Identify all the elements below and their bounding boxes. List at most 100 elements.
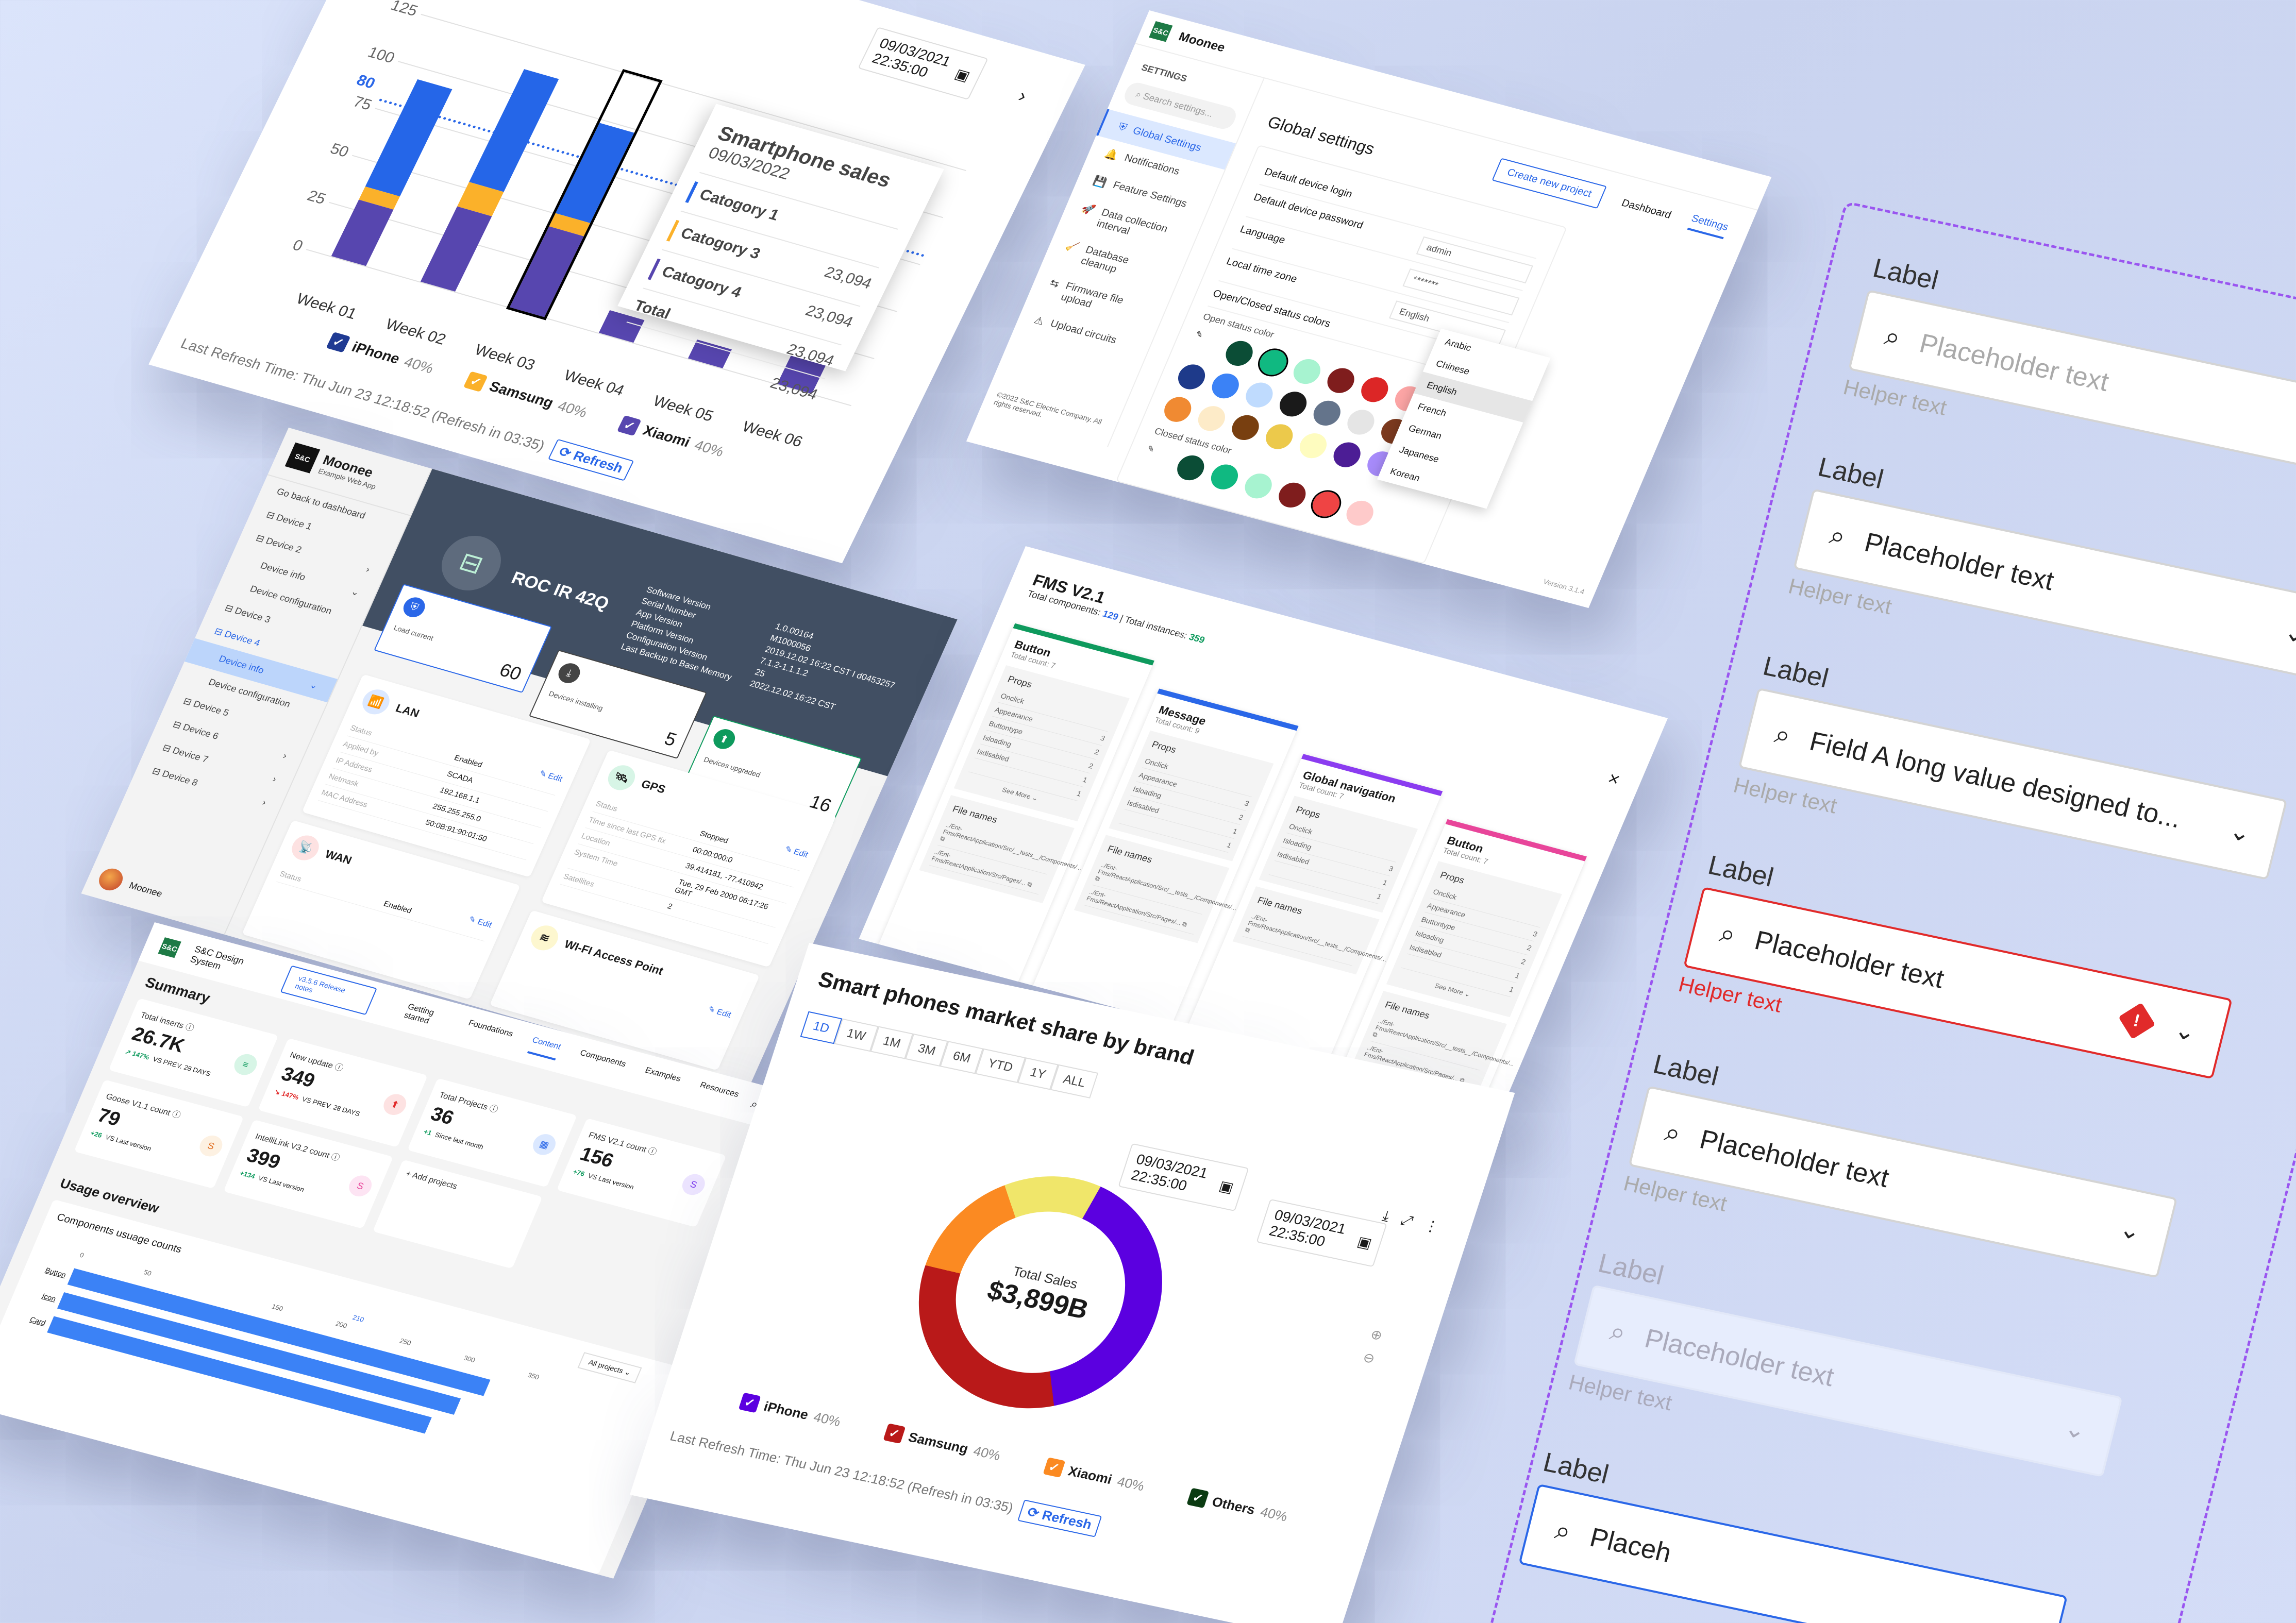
range-all[interactable]: ALL <box>1050 1064 1098 1098</box>
refresh-button[interactable]: ⟳ Refresh <box>1017 1499 1102 1537</box>
legend-item-samsung[interactable]: ✓ Samsung 40% <box>883 1423 1003 1464</box>
checkbox-checked-icon[interactable]: ✓ <box>463 371 489 392</box>
search-icon: ⌕ <box>1717 918 1739 950</box>
color-swatch[interactable] <box>1276 388 1311 419</box>
copy-icon[interactable]: ⧉ <box>939 835 946 843</box>
checkbox-checked-icon[interactable]: ✓ <box>1043 1457 1066 1478</box>
legend-pct: 40% <box>812 1409 843 1429</box>
chevron-down-icon[interactable]: ⌄ <box>2117 1215 2144 1246</box>
color-swatch[interactable] <box>1208 370 1243 401</box>
tab-content[interactable]: Content <box>527 1036 562 1061</box>
chevron-down-icon[interactable]: ⌄ <box>2171 1016 2199 1047</box>
color-swatch[interactable] <box>1221 338 1257 369</box>
delta-value: +76 <box>572 1168 586 1178</box>
refresh-button[interactable]: ⟳ Refresh <box>548 438 634 481</box>
color-swatch[interactable] <box>1329 439 1365 470</box>
color-swatch[interactable] <box>1323 365 1359 396</box>
color-swatch[interactable] <box>1306 487 1346 521</box>
date-to-picker[interactable]: 09/03/2021 22:35:00 ▣ <box>1256 1198 1388 1267</box>
chevron-down-icon[interactable]: ⌄ <box>2226 817 2254 848</box>
zoom-out-icon[interactable]: ⊖ <box>1361 1349 1377 1367</box>
color-swatch[interactable] <box>1253 345 1293 380</box>
checkbox-checked-icon[interactable]: ✓ <box>883 1423 906 1444</box>
select-value: All projects <box>587 1358 625 1375</box>
prop-count: 1 <box>1081 775 1089 784</box>
chevron-down-icon[interactable]: ⌄ <box>2282 618 2296 649</box>
copy-icon[interactable]: ⧉ <box>1094 874 1101 883</box>
color-swatch[interactable] <box>1357 374 1393 405</box>
y-tick-label: 0 <box>290 236 306 255</box>
more-icon[interactable]: ⋮ <box>1422 1216 1442 1236</box>
prop-name <box>970 761 973 769</box>
search-icon: ⌕ <box>1552 1514 1574 1547</box>
range-ytd[interactable]: YTD <box>975 1048 1026 1083</box>
color-swatch[interactable] <box>1295 430 1331 461</box>
legend-item-iphone[interactable]: ✓ iPhone 40% <box>738 1392 843 1430</box>
date-to-picker[interactable]: 09/03/2021 22:35:00 ▣ <box>858 27 988 100</box>
fullscreen-icon[interactable]: ⤢ <box>1399 1211 1415 1229</box>
search-icon: ⌕ <box>1882 320 1904 353</box>
color-swatch[interactable] <box>1275 480 1310 511</box>
tooltip-row-value: 23,094 <box>784 341 837 369</box>
bar-segment-iphone <box>555 123 634 224</box>
edit-color-icon[interactable]: ✎ <box>1194 330 1204 340</box>
edit-wifi-button[interactable]: ✎ Edit <box>706 1005 733 1020</box>
chevron-down-icon: ⌄ <box>308 679 320 691</box>
field-value: Placeholder text <box>1862 527 2057 597</box>
copy-icon[interactable]: ⧉ <box>1371 1030 1379 1039</box>
legend-pct: 40% <box>692 437 727 460</box>
prop-count: 1 <box>1076 789 1083 798</box>
chevron-down-icon[interactable]: ⌄ <box>2062 1414 2089 1445</box>
color-swatch[interactable] <box>1241 470 1276 501</box>
next-arrow-icon[interactable]: › <box>1015 84 1031 106</box>
props-section: Props Onclick Appearance 3 Isloading 2 Isdisab… <box>1109 730 1274 861</box>
calendar-icon[interactable]: ▣ <box>1355 1233 1374 1252</box>
color-swatch[interactable] <box>1173 452 1209 483</box>
tab-foundations[interactable]: Foundations <box>467 1019 515 1039</box>
bar-segment-iphone <box>365 79 453 197</box>
download-icon[interactable]: ⤓ <box>1380 1207 1392 1224</box>
color-swatch[interactable] <box>1228 412 1263 443</box>
color-swatch[interactable] <box>1262 421 1297 452</box>
color-swatch[interactable] <box>1343 407 1379 438</box>
series-color-marker <box>647 258 661 280</box>
calendar-icon[interactable]: ▣ <box>952 65 973 84</box>
bar-row-icon[interactable]: Icon <box>22 1283 642 1463</box>
calendar-icon[interactable]: ▣ <box>1217 1177 1236 1196</box>
legend-item-xiaomi[interactable]: ✓ Xiaomi 40% <box>1043 1457 1147 1495</box>
color-swatch[interactable] <box>1174 361 1210 393</box>
legend-item-others[interactable]: ✓ Others 40% <box>1186 1487 1289 1526</box>
satellite-icon: 🛰 <box>604 762 640 793</box>
tab-examples[interactable]: Examples <box>643 1066 682 1084</box>
delta-value: +26 <box>89 1129 104 1140</box>
color-swatch[interactable] <box>1194 403 1229 434</box>
router-icon: 📶 <box>358 686 394 718</box>
checkbox-checked-icon[interactable]: ✓ <box>738 1392 761 1413</box>
project-select[interactable]: All projects ⌄ <box>577 1352 642 1383</box>
color-swatch[interactable] <box>1342 498 1378 529</box>
warning-icon: ⚠ <box>1032 314 1046 328</box>
color-swatch[interactable] <box>1160 394 1196 425</box>
color-swatch[interactable] <box>1289 356 1325 387</box>
text-field-error: Label ⌕ Placeholder text! ⌄ Helper text <box>1676 850 2242 1108</box>
chevron-right-icon: › <box>260 797 268 808</box>
user-profile[interactable]: Moonee <box>95 866 166 905</box>
color-swatch[interactable] <box>1309 398 1345 429</box>
checkbox-checked-icon[interactable]: ✓ <box>1186 1487 1210 1509</box>
color-swatch[interactable] <box>1242 379 1277 411</box>
prop-count: 2 <box>1520 957 1527 966</box>
delta-value: +134 <box>238 1169 257 1180</box>
checkbox-checked-icon[interactable]: ✓ <box>617 415 642 436</box>
checkbox-checked-icon[interactable]: ✓ <box>326 332 351 353</box>
edit-color-icon[interactable]: ✎ <box>1145 444 1156 454</box>
delta-value: ↘ 147% <box>273 1088 300 1102</box>
x-axis-label: Week 04 <box>561 367 627 399</box>
bar-segment-xiaomi <box>420 206 492 292</box>
color-swatch[interactable] <box>1206 461 1242 493</box>
tab-resources[interactable]: Resources <box>698 1080 741 1099</box>
copy-icon[interactable]: ⧉ <box>1244 926 1251 934</box>
tab-getting-started[interactable]: Getting started <box>403 1002 435 1026</box>
tab-components[interactable]: Components <box>578 1049 628 1069</box>
x-tick: 150 <box>270 1302 284 1313</box>
zoom-in-icon[interactable]: ⊕ <box>1368 1326 1385 1344</box>
